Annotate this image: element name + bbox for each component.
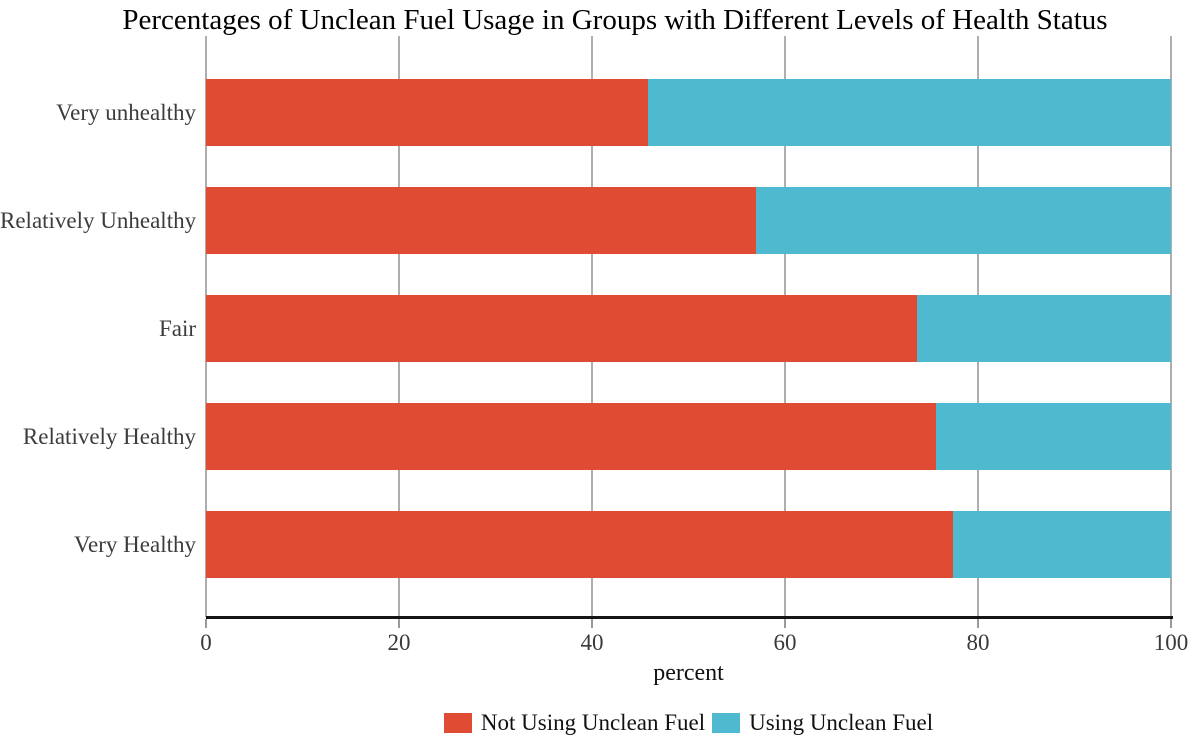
bar-row-2 <box>206 295 1171 362</box>
category-label-very-healthy: Very Healthy <box>74 531 196 557</box>
bar-row-4 <box>206 511 1171 578</box>
category-label-fair: Fair <box>158 315 196 341</box>
x-axis-tick-60 <box>784 619 786 628</box>
x-axis-tick-20 <box>398 619 400 628</box>
x-axis-line <box>206 616 1173 619</box>
bar-row-0 <box>206 79 1171 146</box>
legend: Not Using Unclean Fuel Using Unclean Fuel <box>206 709 1171 737</box>
x-axis-tick-label-20: 20 <box>387 630 411 655</box>
bar-segment-not-using-unclean-fuel <box>206 295 918 362</box>
bar-segment-using-unclean-fuel <box>647 79 1171 146</box>
category-label-very-unhealthy: Very unhealthy <box>56 99 196 125</box>
x-axis-tick-label-100: 100 <box>1153 630 1189 655</box>
x-axis-tick-100 <box>1170 619 1172 628</box>
bar-segment-using-unclean-fuel <box>952 511 1171 578</box>
x-axis-tick-label-40: 40 <box>580 630 604 655</box>
legend-swatch-using-unclean-fuel <box>712 713 741 733</box>
legend-label: Not Using Unclean Fuel <box>480 710 706 735</box>
plot-area <box>205 36 1172 617</box>
category-label-relatively-unhealthy: Relatively Unhealthy <box>0 207 197 233</box>
bar-segment-not-using-unclean-fuel <box>206 187 757 254</box>
x-axis-tick-label-60: 60 <box>773 630 797 655</box>
x-axis-tick-label-0: 0 <box>200 630 212 655</box>
x-axis-tick-80 <box>977 619 979 628</box>
bar-segment-using-unclean-fuel <box>935 403 1171 470</box>
x-axis-tick-0 <box>205 619 207 628</box>
category-label-relatively-healthy: Relatively Healthy <box>22 423 196 449</box>
bar-segment-not-using-unclean-fuel <box>206 511 953 578</box>
legend-item-using-unclean-fuel: Using Unclean Fuel <box>712 710 933 736</box>
legend-label: Using Unclean Fuel <box>749 710 934 735</box>
bar-segment-not-using-unclean-fuel <box>206 79 648 146</box>
chart-title: Percentages of Unclean Fuel Usage in Gro… <box>122 4 1108 36</box>
legend-item-not-using-unclean-fuel: Not Using Unclean Fuel <box>443 710 706 736</box>
bar-segment-not-using-unclean-fuel <box>206 403 936 470</box>
bar-row-3 <box>206 403 1171 470</box>
bar-segment-using-unclean-fuel <box>917 295 1171 362</box>
bar-row-1 <box>206 187 1171 254</box>
bar-segment-using-unclean-fuel <box>756 187 1171 254</box>
x-axis-tick-label-80: 80 <box>966 630 990 655</box>
x-axis-tick-40 <box>591 619 593 628</box>
legend-swatch-not-using-unclean-fuel <box>443 713 472 733</box>
x-axis-label: percent <box>653 660 724 686</box>
gridline-x-100 <box>1170 36 1172 617</box>
